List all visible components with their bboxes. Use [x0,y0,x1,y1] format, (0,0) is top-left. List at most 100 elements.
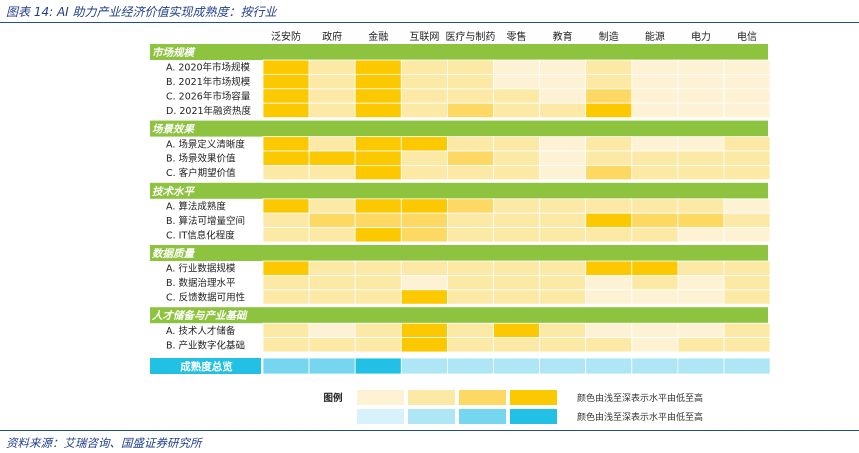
summary-cell [400,357,448,375]
row-label: A. 场景定义清晰度 [166,138,245,150]
column-header: 金融 [368,30,388,43]
heatmap-cell [723,74,771,90]
heatmap-cell [677,59,725,75]
legend-note: 颜色由浅至深表示水平由低至高 [577,392,703,404]
row-label: B. 数据治理水平 [166,277,236,289]
section-title: 市场规模 [152,46,196,59]
heatmap-cell [308,88,356,104]
section-header-bar [150,182,768,199]
section-header-bar [150,120,768,137]
heatmap-cell [677,260,725,276]
heatmap-cell [585,227,633,243]
column-header: 电力 [691,30,711,43]
heatmap-cell [354,150,402,166]
heatmap-cell [539,227,587,243]
section-title: 数据质量 [152,247,195,260]
row-label: B. 2021年市场规模 [166,76,251,88]
legend-swatch [408,390,455,405]
heatmap-cell [493,102,540,118]
heatmap-cell [308,274,356,291]
summary-cell [677,357,725,375]
heatmap-cell [308,150,356,166]
heatmap-cell [354,198,402,214]
heatmap-cell [262,274,310,291]
summary-cell [723,357,771,375]
heatmap-cell [446,164,494,181]
heatmap-cell [400,88,448,104]
row-label: B. 算法可增量空间 [166,215,245,227]
heatmap-cell [262,260,310,276]
heatmap-cell [493,260,540,276]
heatmap-cell [308,164,356,181]
heatmap-cell [723,164,771,181]
heatmap-cell [585,74,633,90]
legend-note: 颜色由浅至深表示水平由低至高 [577,411,703,423]
section-header-bar [150,44,768,60]
heatmap-cell [539,289,587,305]
heatmap-cell [400,150,448,166]
heatmap-cell [308,227,356,243]
heatmap-cell [308,212,356,228]
column-header: 互联网 [409,31,439,43]
heatmap-cell [262,227,310,243]
figure-title-bar: 图表 14: AI 助力产业经济价值实现成熟度：按行业 [0,0,859,23]
heatmap-cell [539,337,587,353]
column-header: 泛安防 [271,30,301,43]
figure-title: 图表 14: AI 助力产业经济价值实现成熟度：按行业 [6,5,277,19]
heatmap-cell [493,212,540,228]
heatmap-cell [677,337,725,353]
heatmap-cell [493,274,540,291]
heatmap-cell [539,322,587,339]
heatmap-cell [446,322,494,339]
heatmap-cell [354,136,402,152]
heatmap-cell [308,198,356,214]
summary-cell [585,357,633,375]
heatmap-cell [400,59,448,75]
heatmap-cell [631,289,679,305]
heatmap-cell [539,74,587,90]
heatmap-cell [400,274,448,291]
column-header: 政府 [322,30,342,43]
heatmap-cell [446,102,494,118]
heatmap-cell [723,227,771,243]
row-label: C. IT信息化程度 [166,229,235,241]
figure-source-bar: 资料来源：艾瑞咨询、国盛证券研究所 [0,430,859,453]
heatmap-cell [354,88,402,104]
heatmap-cell [631,198,679,214]
heatmap-cell [354,164,402,181]
heatmap-cell [677,88,725,104]
heatmap-cell [631,337,679,353]
row-label: D. 2021年融资热度 [166,105,252,117]
heatmap-cell [446,289,494,305]
heatmap-cell [677,164,725,181]
heatmap-cell [539,59,587,75]
legend-swatch [357,390,404,405]
legend-swatch [357,409,404,424]
heatmap-cell [308,59,356,75]
heatmap-cell [308,136,356,152]
heatmap-cell [723,212,771,228]
heatmap-cell [308,337,356,353]
heatmap-cell [354,260,402,276]
figure-source: 资料来源：艾瑞咨询、国盛证券研究所 [6,436,202,450]
heatmap-cell [677,212,725,228]
heatmap-cell [493,198,540,214]
heatmap-cell [539,274,587,291]
heatmap-cell [354,212,402,228]
heatmap-cell [585,150,633,166]
heatmap-cell [400,198,448,214]
heatmap-cell [585,136,633,152]
heatmap-cell [631,59,679,75]
heatmap-cell [262,322,310,339]
heatmap-cell [446,59,494,75]
heatmap-cell [354,59,402,75]
section-header-bar [150,307,768,324]
summary-cell [308,357,356,375]
heatmap-cell [446,150,494,166]
row-label: C. 2026年市场容量 [166,91,251,103]
column-header: 零售 [507,30,527,43]
heatmap-cell [354,337,402,353]
heatmap-cell [308,102,356,118]
heatmap-cell [400,136,448,152]
heatmap-cell [677,150,725,166]
